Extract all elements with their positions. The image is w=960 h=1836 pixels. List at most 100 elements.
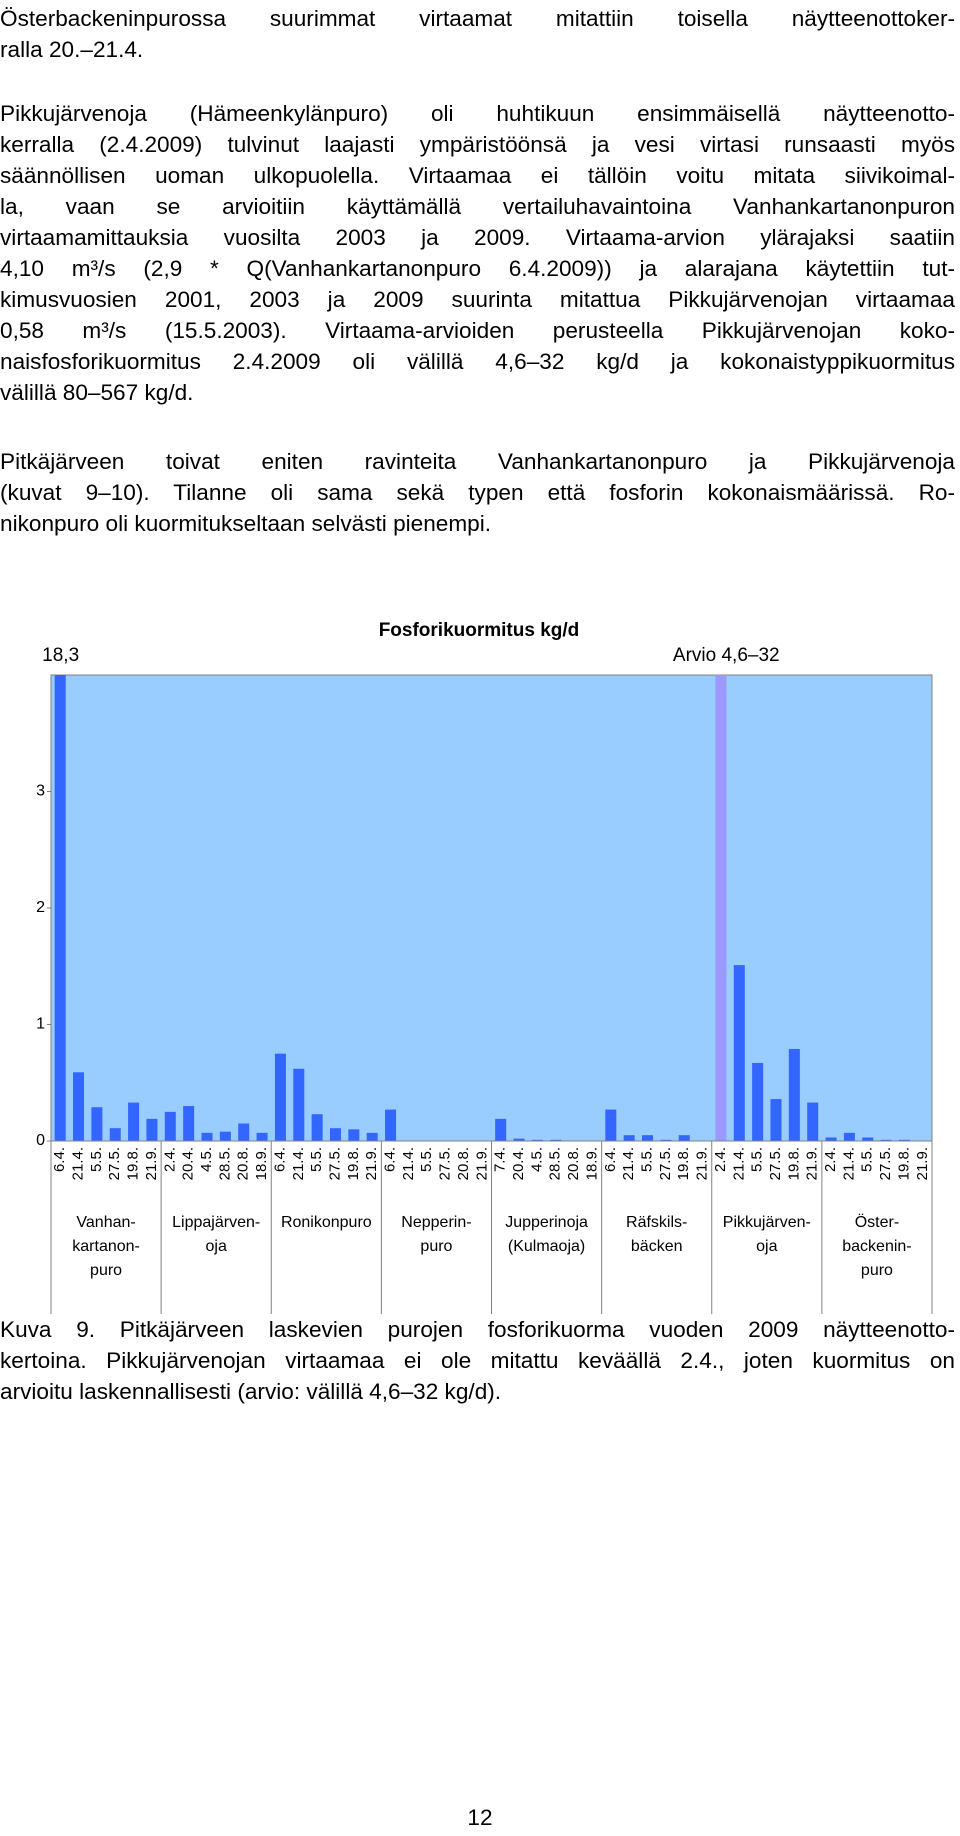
- x-tick-label: 7.4.: [492, 1147, 509, 1172]
- bar: [733, 965, 745, 1141]
- text-line: 0,58 m³/s (15.5.2003). Virtaama-arvioide…: [0, 318, 955, 343]
- x-tick-label: 19.8.: [895, 1147, 912, 1180]
- text-line: säännöllisen uoman ulkopuolella. Virtaam…: [0, 163, 955, 188]
- x-tick-label: 21.4.: [70, 1147, 87, 1180]
- x-tick-label: 21.9.: [143, 1147, 160, 1180]
- x-tick-label: 18.9.: [253, 1147, 270, 1180]
- bar: [91, 1107, 103, 1141]
- group-label: Öster-: [855, 1213, 899, 1231]
- paragraph: Österbackeninpurossa suurimmat virtaamat…: [0, 3, 955, 65]
- x-tick-label: 20.8.: [235, 1147, 252, 1180]
- x-tick-label: 21.4.: [840, 1147, 857, 1180]
- group-label: Vanhan-: [76, 1214, 135, 1231]
- text-line: la, vaan se arvioitiin käyttämällä verta…: [0, 194, 955, 219]
- x-tick-label: 5.5.: [308, 1147, 325, 1172]
- x-tick-label: 27.5.: [767, 1147, 784, 1180]
- x-tick-label: 19.8.: [345, 1147, 362, 1180]
- group-label: bäcken: [631, 1238, 683, 1255]
- text-line: välillä 80–567 kg/d.: [0, 380, 194, 405]
- text-line: Pitkäjärveen toivat eniten ravinteita Va…: [0, 449, 955, 474]
- x-tick-label: 28.5.: [547, 1147, 564, 1180]
- group-label: puro: [90, 1262, 122, 1279]
- text-line: ralla 20.–21.4.: [0, 37, 144, 62]
- x-tick-label: 20.8.: [455, 1147, 472, 1180]
- paragraph: Pitkäjärveen toivat eniten ravinteita Va…: [0, 446, 955, 539]
- group-label: kartanon-: [72, 1238, 140, 1255]
- bar: [201, 1132, 213, 1141]
- text-line: kertoina. Pikkujärvenojan virtaamaa ei o…: [0, 1348, 955, 1373]
- x-tick-label: 5.5.: [859, 1147, 876, 1172]
- bar: [146, 1118, 158, 1141]
- bar: [329, 1128, 341, 1141]
- x-tick-label: 20.4.: [180, 1147, 197, 1180]
- bar: [293, 1068, 305, 1141]
- bar: [238, 1123, 250, 1141]
- y-tick-label: 3: [36, 783, 45, 800]
- plot-area: [50, 674, 933, 1142]
- bar: [513, 1138, 525, 1141]
- text-line: virtaamamittauksia vuosilta 2003 ja 2009…: [0, 225, 955, 250]
- group-label: (Kulmaoja): [508, 1238, 585, 1255]
- group-label: Ronikonpuro: [281, 1214, 372, 1231]
- group-label: Pikkujärven-: [723, 1214, 811, 1231]
- text-line: kimusvuosien 2001, 2003 ja 2009 suurinta…: [0, 287, 955, 312]
- x-tick-label: 2.4.: [822, 1147, 839, 1172]
- x-tick-label: 21.4.: [290, 1147, 307, 1180]
- text-line: naisfosforikuormitus 2.4.2009 oli välill…: [0, 349, 955, 374]
- x-tick-label: 27.5.: [106, 1147, 123, 1180]
- group-label: puro: [861, 1262, 893, 1279]
- text-line: kerralla (2.4.2009) tulvinut laajasti ym…: [0, 132, 955, 157]
- x-tick-label: 19.8.: [125, 1147, 142, 1180]
- bar: [605, 1109, 617, 1141]
- x-tick-label: 5.5.: [638, 1147, 655, 1172]
- bar: [531, 1139, 543, 1141]
- group-label: oja: [756, 1238, 777, 1255]
- bar: [715, 675, 727, 1141]
- x-tick-label: 27.5.: [657, 1147, 674, 1180]
- bar: [311, 1114, 323, 1141]
- bar: [183, 1106, 195, 1141]
- group-label: Jupperinoja: [505, 1214, 588, 1231]
- bar: [660, 1139, 672, 1141]
- value-label: 18,3: [42, 645, 79, 666]
- x-tick-label: 27.5.: [326, 1147, 343, 1180]
- x-tick-label: 5.5.: [88, 1147, 105, 1172]
- x-tick-label: 6.4.: [382, 1147, 399, 1172]
- x-tick-label: 19.8.: [675, 1147, 692, 1180]
- bar: [862, 1137, 874, 1141]
- bars: [54, 675, 910, 1141]
- value-label: Arvio 4,6–32: [673, 645, 780, 666]
- x-tick-label: 27.5.: [877, 1147, 894, 1180]
- y-tick-label: 1: [36, 1016, 45, 1033]
- bar: [219, 1131, 231, 1141]
- x-tick-label: 4.5.: [198, 1147, 215, 1172]
- figure-caption: Kuva 9. Pitkäjärveen laskevien purojen f…: [0, 1314, 955, 1407]
- x-tick-label: 21.9.: [363, 1147, 380, 1180]
- bar: [880, 1139, 892, 1141]
- x-tick-label: 21.9.: [804, 1147, 821, 1180]
- bar: [164, 1111, 176, 1141]
- x-tick-label: 27.5.: [437, 1147, 454, 1180]
- x-tick-label: 21.4.: [730, 1147, 747, 1180]
- text-line: nikonpuro oli kuormitukseltaan selvästi …: [0, 511, 492, 536]
- bar: [843, 1132, 855, 1141]
- group-label: Lippajärven-: [172, 1214, 260, 1231]
- bar: [678, 1135, 690, 1141]
- x-tick-label: 21.9.: [914, 1147, 931, 1180]
- x-tick-label: 4.5.: [528, 1147, 545, 1172]
- bar: [109, 1128, 121, 1141]
- x-tick-label: 6.4.: [271, 1147, 288, 1172]
- bar: [274, 1053, 286, 1141]
- y-tick-label: 2: [36, 899, 45, 916]
- text-line: (kuvat 9–10). Tilanne oli sama sekä type…: [0, 480, 955, 505]
- chart-title: Fosforikuormitus kg/d: [379, 620, 580, 641]
- text-line: Österbackeninpurossa suurimmat virtaamat…: [0, 6, 955, 31]
- x-tick-label: 2.4.: [712, 1147, 729, 1172]
- bar: [898, 1139, 910, 1141]
- x-tick-label: 19.8.: [785, 1147, 802, 1180]
- text-line: 4,10 m³/s (2,9 * Q(Vanhankartanonpuro 6.…: [0, 256, 955, 281]
- x-tick-label: 21.9.: [694, 1147, 711, 1180]
- x-tick-label: 20.8.: [565, 1147, 582, 1180]
- bar: [385, 1109, 397, 1141]
